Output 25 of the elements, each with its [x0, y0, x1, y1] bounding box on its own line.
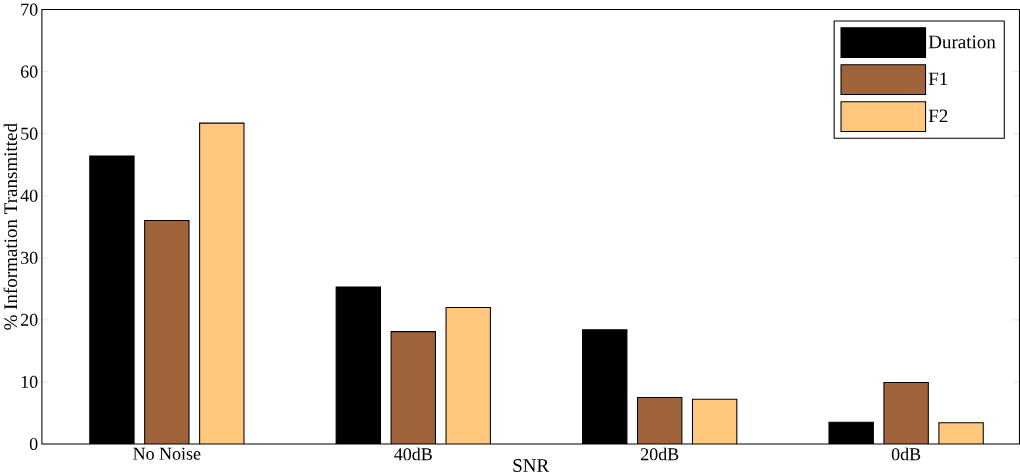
y-tick-label: 60 — [20, 65, 38, 78]
legend-label: F1 — [928, 72, 948, 85]
legend-label: Duration — [928, 35, 996, 49]
bar — [883, 381, 929, 444]
bar — [691, 398, 738, 444]
x-tick-label: 0dB — [891, 447, 921, 461]
bar — [390, 330, 436, 444]
y-tick-label: 20 — [21, 313, 38, 326]
y-tick-label: 70 — [21, 3, 38, 16]
y-tick-label: 10 — [21, 375, 38, 388]
x-tick-label: 40dB — [394, 447, 432, 461]
y-tick-label: 0 — [29, 437, 38, 450]
y-tick-label: 50 — [21, 127, 38, 140]
bar — [938, 422, 984, 444]
y-tick-label: 30 — [21, 251, 38, 264]
y-tick-label: 40 — [20, 189, 38, 202]
legend-label: F2 — [928, 109, 948, 122]
bar — [636, 396, 683, 444]
x-axis-title: SNR — [513, 458, 550, 472]
bar — [199, 122, 245, 444]
y-axis-title: % Information Transmitted — [3, 123, 18, 330]
bar — [144, 219, 190, 444]
bar — [445, 306, 491, 444]
x-tick-label: No Noise — [133, 447, 201, 460]
x-tick-label: 20dB — [641, 447, 679, 461]
